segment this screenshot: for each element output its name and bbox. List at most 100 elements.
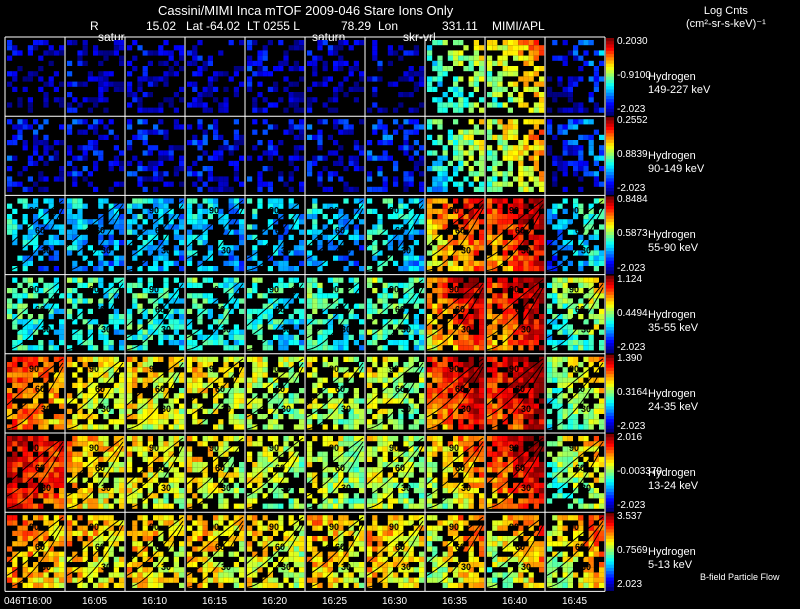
- heatmap-cell: [103, 55, 109, 61]
- chart-title: Cassini/MIMI Inca mTOF 2009-046 Stare Io…: [158, 3, 454, 18]
- contour-line: [486, 362, 544, 418]
- heatmap-cell: [593, 160, 599, 166]
- heatmap-cell: [72, 40, 78, 46]
- heatmap-cell: [173, 319, 179, 325]
- heatmap-cell: [338, 81, 344, 87]
- heatmap-cell: [132, 303, 138, 309]
- heatmap-cell: [228, 198, 234, 204]
- heatmap-cell: [359, 219, 365, 225]
- heatmap-cell: [158, 250, 164, 256]
- heatmap-cell: [288, 198, 294, 204]
- heatmap-cell: [168, 293, 174, 299]
- heatmap-cell: [387, 293, 393, 299]
- heatmap-cell: [17, 224, 23, 230]
- heatmap-cell: [338, 393, 344, 399]
- heatmap-cell: [513, 81, 519, 87]
- heatmap-cell: [93, 288, 99, 294]
- heatmap-cell: [463, 424, 469, 430]
- heatmap-cell: [317, 181, 323, 187]
- heatmap-cell: [533, 155, 539, 161]
- heatmap-cell: [108, 293, 114, 299]
- heatmap-cell: [77, 414, 83, 420]
- colorbar-swatch: [606, 472, 614, 477]
- heatmap-cell: [442, 219, 448, 225]
- heatmap-cell: [588, 203, 594, 209]
- heatmap-cell: [278, 240, 284, 246]
- heatmap-cell: [492, 150, 498, 156]
- heatmap-cell: [153, 129, 159, 135]
- heatmap-cell: [593, 102, 599, 108]
- heatmap-cell: [103, 324, 109, 330]
- heatmap-cell: [312, 367, 318, 373]
- heatmap-cell: [27, 107, 33, 113]
- heatmap-cell: [437, 140, 443, 146]
- heatmap-cell: [33, 119, 39, 125]
- heatmap-cell: [479, 229, 485, 235]
- heatmap-cell: [599, 314, 605, 320]
- heatmap-cell: [173, 477, 179, 483]
- heatmap-cell: [453, 150, 459, 156]
- heatmap-cell: [578, 203, 584, 209]
- heatmap-cell: [98, 97, 104, 103]
- heatmap-cell: [147, 362, 153, 368]
- heatmap-cell: [252, 367, 258, 373]
- colorbar-swatch: [606, 184, 614, 189]
- heatmap-cell: [327, 398, 333, 404]
- heatmap-cell: [427, 45, 433, 51]
- heatmap-cell: [599, 150, 605, 156]
- heatmap-cell: [252, 288, 258, 294]
- heatmap-cell: [427, 408, 433, 414]
- heatmap-cell: [338, 60, 344, 66]
- heatmap-cell: [158, 214, 164, 220]
- heatmap-cell: [137, 250, 143, 256]
- heatmap-cell: [557, 76, 563, 82]
- heatmap-cell: [158, 129, 164, 135]
- heatmap-cell: [192, 329, 198, 335]
- heatmap-cell: [453, 181, 459, 187]
- heatmap-cell: [513, 229, 519, 235]
- colorbar-swatch: [606, 241, 614, 246]
- heatmap-cell: [507, 329, 513, 335]
- contour-line: [306, 358, 364, 406]
- heatmap-cell: [413, 160, 419, 166]
- heatmap-cell: [283, 362, 289, 368]
- heatmap-cell: [593, 86, 599, 92]
- heatmap-cell: [267, 377, 273, 383]
- heatmap-cell: [583, 50, 589, 56]
- heatmap-cell: [278, 403, 284, 409]
- heatmap-cell: [458, 145, 464, 151]
- heatmap-cell: [382, 134, 388, 140]
- heatmap-cell: [353, 282, 359, 288]
- heatmap-cell: [372, 245, 378, 251]
- heatmap-cell: [67, 441, 73, 447]
- heatmap-cell: [299, 250, 305, 256]
- heatmap-cell: [43, 288, 49, 294]
- heatmap-cell: [333, 293, 339, 299]
- heatmap-cell: [87, 377, 93, 383]
- heatmap-cell: [528, 234, 534, 240]
- heatmap-cell: [567, 277, 573, 283]
- heatmap-cell: [283, 107, 289, 113]
- heatmap-cell: [87, 451, 93, 457]
- heatmap-cell: [473, 198, 479, 204]
- contour-line: [186, 204, 244, 260]
- heatmap-cell: [393, 362, 399, 368]
- colorbar-swatch: [606, 111, 614, 116]
- heatmap-cell: [497, 186, 503, 192]
- heatmap-cell: [147, 414, 153, 420]
- heatmap-cell: [437, 345, 443, 351]
- heatmap-cell: [408, 334, 414, 340]
- heatmap-cell: [158, 45, 164, 51]
- heatmap-cell: [142, 308, 148, 314]
- heatmap-cell: [382, 398, 388, 404]
- heatmap-cell: [413, 367, 419, 373]
- heatmap-cell: [487, 382, 493, 388]
- heatmap-cell: [573, 250, 579, 256]
- heatmap-cell: [557, 362, 563, 368]
- heatmap-cell: [33, 282, 39, 288]
- heatmap-cell: [137, 424, 143, 430]
- heatmap-cell: [163, 493, 169, 499]
- heatmap-cell: [22, 145, 28, 151]
- heatmap-cell: [312, 408, 318, 414]
- heatmap-cell: [179, 166, 185, 172]
